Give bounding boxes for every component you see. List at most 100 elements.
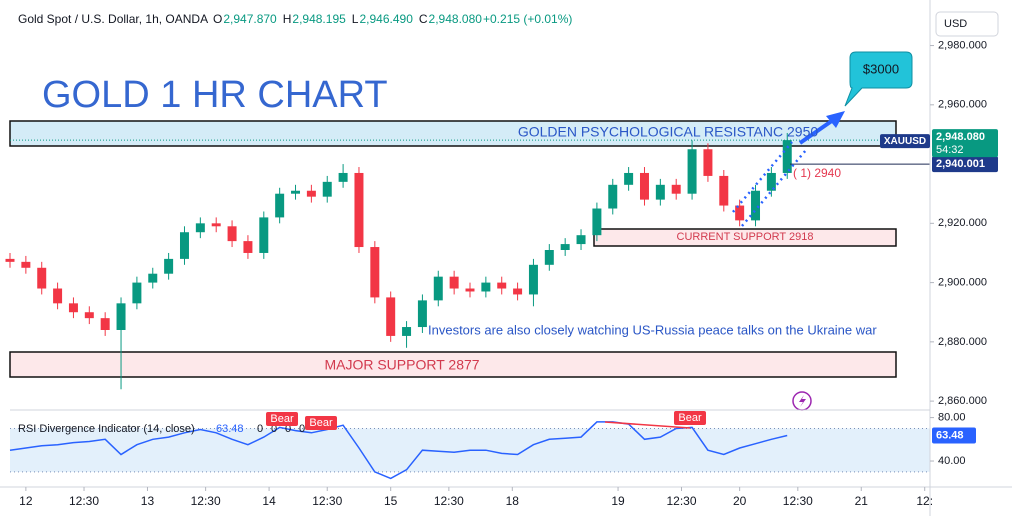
- candle-body: [639, 172, 649, 200]
- arrow-head: [826, 111, 845, 128]
- candle-body: [560, 244, 570, 250]
- candle-body: [68, 303, 78, 313]
- target-label: $3000: [863, 61, 899, 76]
- resistance-label: GOLDEN PSYCHOLOGICAL RESISTANC 2950: [518, 124, 819, 140]
- rsi-extra: 0: [257, 423, 263, 435]
- candle-body: [53, 288, 63, 304]
- candle-body: [592, 208, 602, 236]
- header: Gold Spot / U.S. Dollar, 1h, OANDA O 2,94…: [18, 12, 572, 26]
- candle-body: [497, 282, 507, 289]
- rsi-header: RSI Divergence Indicator (14, close) 63.…: [18, 423, 305, 435]
- candle-body: [116, 303, 126, 330]
- ohlc-value: 2,947.870: [223, 12, 277, 26]
- news-text: Investors are also closely watching US-R…: [428, 322, 877, 337]
- x-tick-label: 12:30: [312, 494, 342, 508]
- candle-body: [227, 226, 237, 242]
- candle-body: [37, 267, 47, 289]
- candle-body: [735, 205, 745, 221]
- candle-body: [84, 312, 94, 319]
- candle-body: [624, 172, 634, 185]
- candle-body: [433, 276, 443, 301]
- x-tick-label: 20: [733, 494, 747, 508]
- y-tick-label: 2,920.000: [938, 217, 987, 229]
- candle-body: [528, 264, 538, 295]
- level-note: ( 1) 2940: [793, 166, 841, 180]
- y-tick-label: 2,860.000: [938, 395, 987, 407]
- candle-body: [386, 297, 396, 336]
- last-price-label: 2,948.080: [936, 131, 985, 143]
- signal-label: Bear: [309, 417, 333, 429]
- ohlc: O 2,947.870 H 2,948.195 L 2,946.490 C 2,948.080: [213, 12, 482, 26]
- signal-badge: [674, 411, 706, 425]
- ohlc-key: C: [419, 12, 428, 26]
- candle-body: [275, 193, 285, 218]
- rsi-tick-label: 40.00: [938, 455, 966, 467]
- channel-line: [741, 149, 807, 227]
- rsi-badge: [932, 427, 976, 444]
- rsi-tick-label: 80.00: [938, 412, 966, 424]
- x-tick-label: 12:30: [666, 494, 696, 508]
- candle-body: [703, 149, 713, 176]
- symbol-badge: [880, 134, 930, 149]
- candle-body: [481, 282, 491, 292]
- rsi-pane: [9, 421, 930, 480]
- alert-bolt: [799, 395, 806, 407]
- candle-body: [21, 261, 31, 268]
- y-tick-label: 2,960.000: [938, 99, 987, 111]
- candle-body: [259, 217, 269, 253]
- signal-badge: [266, 412, 298, 426]
- candle-body: [322, 181, 332, 197]
- candle-body: [513, 288, 523, 295]
- signal-label: Bear: [270, 413, 294, 425]
- symbol-label: XAUUSD: [884, 136, 926, 147]
- candle-body: [417, 300, 427, 328]
- x-tick-label: 12:30: [69, 494, 99, 508]
- candle-body: [671, 184, 681, 194]
- rsi-extra: 0: [271, 423, 277, 435]
- arrow-shaft: [798, 116, 838, 145]
- chart-title: GOLD 1 HR CHART: [42, 74, 388, 116]
- ohlc-key: O: [213, 12, 222, 26]
- major-support-box: [9, 351, 897, 378]
- candle-body: [195, 223, 205, 233]
- candle-body: [370, 247, 380, 298]
- ohlc-key: H: [283, 12, 292, 26]
- callout: [844, 51, 913, 107]
- level-badge: [932, 156, 998, 173]
- level-label: 2,940.001: [936, 158, 985, 170]
- candle-body: [655, 184, 665, 200]
- candle-body: [766, 172, 776, 191]
- currency-box[interactable]: [935, 11, 999, 37]
- candle-body: [338, 172, 348, 182]
- major-support-label: MAJOR SUPPORT 2877: [324, 357, 479, 373]
- signal-label: Bear: [678, 412, 702, 424]
- rsi-title: RSI Divergence Indicator (14, close): [18, 423, 195, 435]
- candle-body: [211, 223, 221, 227]
- x-tick-label: 19: [611, 494, 625, 508]
- current-support-label: CURRENT SUPPORT 2918: [677, 231, 814, 243]
- candle-body: [100, 318, 110, 330]
- x-tick-label: 12:30: [191, 494, 221, 508]
- last-price-badge: [932, 129, 998, 158]
- candle-body: [402, 327, 412, 336]
- y-tick-label: 2,880.000: [938, 336, 987, 348]
- axes: 2,980.000 2,960.000 2,920.000 2,900.000 2,88…: [19, 39, 998, 508]
- ohlc-key: L: [352, 12, 359, 26]
- x-tick-label: 21: [855, 494, 869, 508]
- ohlc-value: 2,948.195: [292, 12, 346, 26]
- candle-body: [354, 172, 364, 248]
- rsi-value: 63.48: [216, 423, 244, 435]
- candle-body: [576, 235, 586, 245]
- rsi-line: [9, 421, 788, 480]
- x-tick-label: 12:30: [434, 494, 464, 508]
- x-tick-label: 12:30: [783, 494, 813, 508]
- ohlc-value: 2,946.490: [359, 12, 413, 26]
- ohlc-value: 2,948.080: [429, 12, 483, 26]
- candle-body: [306, 190, 316, 197]
- rsi-extra: 0: [285, 423, 291, 435]
- candle-body: [465, 288, 475, 292]
- x-tick-label: 13: [141, 494, 155, 508]
- symbol: Gold Spot / U.S. Dollar, 1h, OANDA: [18, 12, 208, 26]
